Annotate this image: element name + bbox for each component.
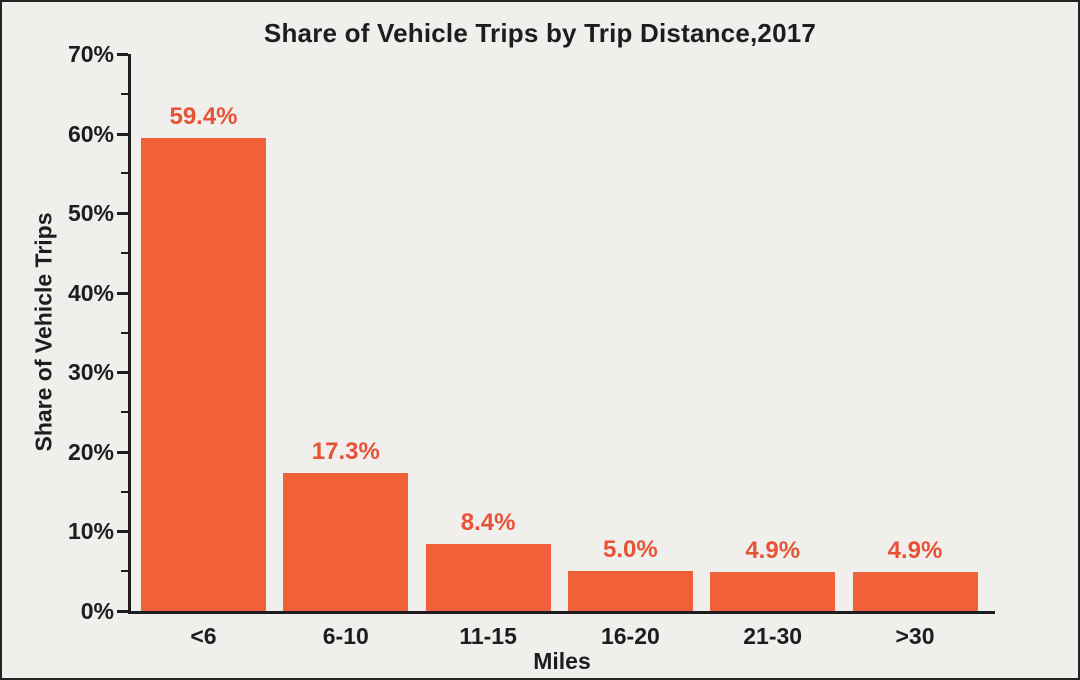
bar-11-15 xyxy=(425,544,551,611)
bar-value-label: 4.9% xyxy=(887,537,943,564)
y-tick-label: 10% xyxy=(67,518,114,545)
y-tick-label: 70% xyxy=(67,41,114,67)
y-tick-label: 30% xyxy=(67,359,114,386)
y-axis-label: Share of Vehicle Trips xyxy=(30,212,57,452)
bar-value-label: 4.9% xyxy=(745,537,801,564)
y-tick-label: 20% xyxy=(67,438,114,465)
bar-value-label: 59.4% xyxy=(169,103,238,131)
y-tick-mark xyxy=(117,610,128,613)
y-minor-tick-mark xyxy=(121,172,128,175)
x-tick-label: <6 xyxy=(190,623,217,649)
bar-value-label: 8.4% xyxy=(460,509,516,537)
x-tick-label: >30 xyxy=(895,623,935,649)
x-tick-label: 6-10 xyxy=(322,623,369,649)
x-axis-line xyxy=(128,611,995,614)
x-tick-label: 21-30 xyxy=(743,623,803,649)
y-tick-label: 0% xyxy=(80,598,114,624)
y-tick-mark xyxy=(117,450,128,454)
x-tick-label: 16-20 xyxy=(600,623,660,649)
x-axis-label: Miles xyxy=(533,648,591,674)
y-tick-label: 50% xyxy=(67,200,114,227)
chart-title: Share of Vehicle Trips by Trip Distance,… xyxy=(263,18,817,48)
y-minor-tick-mark xyxy=(121,570,128,573)
y-tick-mark xyxy=(117,53,128,56)
bar-6-10 xyxy=(283,473,409,611)
bar-16-20 xyxy=(567,571,693,611)
bar-<6 xyxy=(141,138,266,611)
y-minor-tick-mark xyxy=(121,251,128,254)
y-tick-mark xyxy=(117,212,128,216)
y-tick-mark xyxy=(117,132,128,136)
y-tick-mark xyxy=(117,371,128,375)
y-tick-label: 40% xyxy=(67,279,114,306)
y-minor-tick-mark xyxy=(121,331,128,334)
y-tick-mark xyxy=(117,530,128,534)
y-tick-mark xyxy=(117,291,128,295)
y-tick-label: 60% xyxy=(67,120,114,147)
bar-21-30 xyxy=(710,572,836,611)
bar->30 xyxy=(852,572,978,611)
bar-value-label: 5.0% xyxy=(603,536,658,564)
bar-value-label: 17.3% xyxy=(311,438,380,466)
y-minor-tick-mark xyxy=(121,92,128,95)
y-axis-line xyxy=(128,54,131,614)
y-minor-tick-mark xyxy=(121,490,128,493)
x-tick-label: 11-15 xyxy=(459,623,517,649)
y-minor-tick-mark xyxy=(121,411,128,414)
